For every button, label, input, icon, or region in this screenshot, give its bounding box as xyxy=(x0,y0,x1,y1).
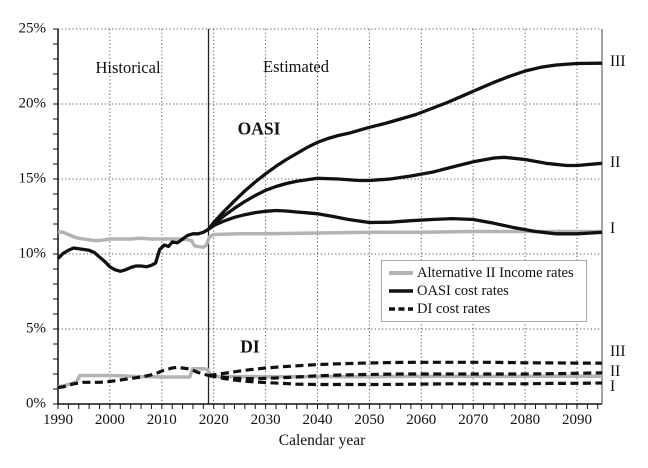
y-tick-label: 0% xyxy=(26,395,46,412)
x-tick-label: 1990 xyxy=(43,412,73,428)
x-tick-label: 2060 xyxy=(406,412,437,428)
oasi-group-label: OASI xyxy=(237,118,281,139)
legend-line-swatch xyxy=(389,289,413,293)
historical-period-label: Historical xyxy=(95,58,161,77)
scenario-label-i: I xyxy=(610,219,616,237)
legend-line-swatch xyxy=(389,307,413,311)
series-di-cost-rate-i xyxy=(208,373,603,387)
series-alternative-ii-income-rates-oasi- xyxy=(57,229,602,250)
series-di-cost-rate-historical xyxy=(57,365,209,390)
legend-entry: OASI cost rates xyxy=(389,282,584,300)
scenario-label-ii: II xyxy=(610,153,621,171)
estimated-period-label: Estimated xyxy=(263,57,329,76)
legend-line-swatch xyxy=(389,271,413,275)
x-tick-label: 2000 xyxy=(94,412,125,428)
scenario-label-ii: II xyxy=(610,363,621,381)
series-alternative-ii-income-rates-di- xyxy=(57,367,602,389)
scenario-label-i: I xyxy=(610,378,616,396)
legend-entry-label: OASI cost rates xyxy=(417,282,509,299)
x-tick-label: 2090 xyxy=(562,412,592,428)
series-di-cost-rate-ii xyxy=(208,371,603,381)
legend-entry: Alternative II Income rates xyxy=(389,264,584,282)
x-tick-label: 2070 xyxy=(458,412,489,428)
legend: Alternative II Income rates OASI cost rat… xyxy=(381,260,587,322)
legend-entry-label: Alternative II Income rates xyxy=(417,264,574,281)
x-tick-label: 2040 xyxy=(302,412,333,428)
scenario-label-iii: III xyxy=(610,53,626,70)
di-group-label: DI xyxy=(240,336,260,357)
y-tick-label: 10% xyxy=(18,245,47,262)
y-tick-label: 25% xyxy=(18,20,47,37)
series-oasi-cost-rate-i xyxy=(207,208,603,236)
x-tick-label: 2020 xyxy=(198,412,229,428)
x-tick-label: 2050 xyxy=(354,412,385,428)
x-axis-title: Calendar year xyxy=(278,432,366,449)
y-tick-label: 5% xyxy=(26,320,46,337)
scenario-label-iii: III xyxy=(610,342,626,360)
legend-entry-label: DI cost rates xyxy=(417,300,491,317)
x-tick-label: 2080 xyxy=(510,412,541,428)
series-oasi-cost-rate-iii xyxy=(207,61,603,231)
series-oasi-cost-rate-ii xyxy=(207,155,603,231)
series-di-cost-rate-iii xyxy=(208,360,602,378)
series-oasi-cost-rate-historical xyxy=(56,227,210,273)
legend-entry: DI cost rates xyxy=(389,300,584,318)
y-tick-label: 15% xyxy=(18,170,47,187)
y-tick-label: 20% xyxy=(18,95,47,112)
x-tick-label: 2030 xyxy=(250,412,281,428)
x-tick-label: 2010 xyxy=(146,412,177,428)
